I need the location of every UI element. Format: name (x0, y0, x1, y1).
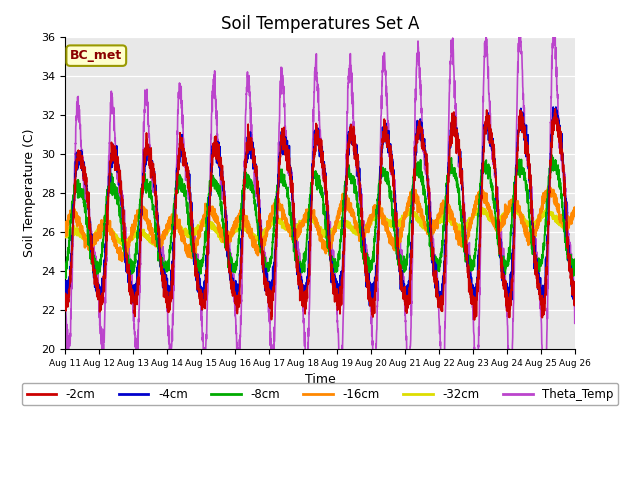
X-axis label: Time: Time (305, 373, 335, 386)
-4cm (257, 231, 264, 237)
Line: -32cm: -32cm (65, 204, 575, 247)
-4cm (571, 299, 579, 304)
-32cm (506, 207, 514, 213)
-32cm (154, 244, 161, 250)
-2cm (279, 127, 287, 133)
-16cm (150, 235, 157, 241)
-2cm (150, 177, 157, 183)
-4cm (549, 104, 557, 110)
-32cm (257, 231, 264, 237)
-4cm (150, 175, 157, 181)
-8cm (150, 205, 157, 211)
-8cm (571, 261, 579, 267)
Theta_Temp (150, 188, 157, 194)
Theta_Temp (61, 292, 69, 298)
-4cm (61, 282, 69, 288)
Line: Theta_Temp: Theta_Temp (65, 23, 575, 387)
Y-axis label: Soil Temperature (C): Soil Temperature (C) (22, 129, 36, 257)
-8cm (61, 264, 69, 270)
-8cm (257, 246, 264, 252)
-4cm (561, 192, 569, 198)
-8cm (561, 228, 569, 234)
-2cm (470, 317, 478, 323)
-16cm (506, 204, 514, 209)
-32cm (571, 210, 579, 216)
Line: -8cm: -8cm (65, 155, 575, 278)
-16cm (257, 243, 264, 249)
-2cm (257, 227, 264, 232)
Theta_Temp (506, 365, 514, 371)
-32cm (61, 233, 69, 239)
Text: BC_met: BC_met (70, 49, 122, 62)
Theta_Temp (516, 20, 524, 26)
-4cm (279, 129, 287, 134)
-4cm (120, 204, 127, 209)
-16cm (61, 230, 69, 236)
-32cm (561, 223, 569, 228)
Line: -4cm: -4cm (65, 107, 575, 310)
-16cm (118, 258, 126, 264)
-32cm (279, 223, 287, 229)
Theta_Temp (120, 219, 127, 225)
-2cm (552, 106, 559, 112)
-8cm (506, 240, 514, 246)
Legend: -2cm, -4cm, -8cm, -16cm, -32cm, Theta_Temp: -2cm, -4cm, -8cm, -16cm, -32cm, Theta_Te… (22, 383, 618, 406)
-16cm (120, 254, 127, 260)
Theta_Temp (541, 384, 548, 390)
-4cm (506, 288, 514, 294)
-16cm (279, 212, 287, 217)
-2cm (120, 212, 127, 217)
-8cm (548, 152, 556, 158)
-16cm (545, 183, 552, 189)
-2cm (571, 300, 579, 306)
-2cm (61, 292, 69, 298)
Theta_Temp (279, 75, 287, 81)
Theta_Temp (561, 185, 569, 191)
-32cm (120, 239, 127, 244)
-2cm (561, 196, 569, 202)
-4cm (336, 307, 344, 312)
-32cm (508, 202, 516, 207)
-2cm (506, 306, 514, 312)
Line: -16cm: -16cm (65, 186, 575, 261)
Title: Soil Temperatures Set A: Soil Temperatures Set A (221, 15, 419, 33)
-32cm (150, 241, 157, 247)
-8cm (62, 276, 70, 281)
-8cm (120, 245, 127, 251)
-16cm (561, 217, 569, 223)
-16cm (571, 210, 579, 216)
-8cm (279, 178, 287, 184)
Line: -2cm: -2cm (65, 109, 575, 320)
Theta_Temp (571, 314, 579, 320)
Theta_Temp (257, 226, 264, 231)
